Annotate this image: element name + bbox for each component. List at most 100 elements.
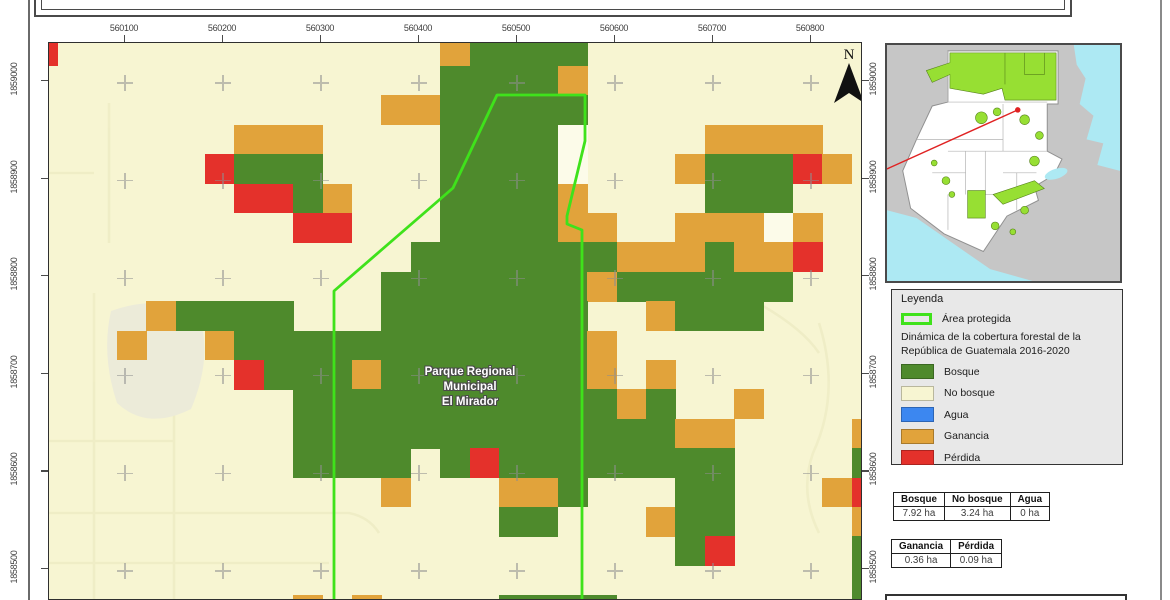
raster-cell-bosque	[381, 330, 412, 361]
raster-cell-ganancia	[763, 124, 794, 155]
raster-cell-bosque	[499, 43, 529, 67]
inset-caribbean-sea	[1073, 45, 1120, 171]
raster-cell-bosque	[469, 43, 500, 67]
raster-cell-ganancia	[646, 360, 676, 390]
raster-cell-sin_dato	[763, 213, 794, 243]
protected-area-boundary	[332, 93, 587, 599]
legend-label: Agua	[944, 408, 969, 421]
y-axis-tick-left	[41, 275, 48, 277]
main-map[interactable]: Parque Regional Municipal El Mirador N	[48, 42, 862, 600]
raster-cell-bosque	[352, 389, 382, 420]
raster-cell-bosque	[381, 271, 412, 302]
raster-cell-bosque	[528, 507, 559, 537]
table-value-cell: 3.24 ha	[943, 506, 1011, 521]
raster-cell-bosque	[440, 154, 470, 184]
raster-cell-ganancia	[646, 242, 676, 273]
title-box	[34, 0, 1072, 17]
raster-cell-ganancia	[616, 242, 647, 273]
raster-cell-bosque	[704, 154, 735, 184]
guatemala-inset-map[interactable]	[885, 43, 1122, 283]
raster-cell-ganancia	[616, 389, 647, 420]
protected-area-swatch	[901, 313, 932, 325]
raster-cell-bosque	[381, 448, 412, 478]
legend-item-bosque: Bosque	[901, 363, 980, 380]
raster-cell-bosque	[704, 242, 735, 273]
x-axis-label: 560300	[305, 23, 335, 33]
raster-cell-bosque	[499, 330, 529, 361]
raster-cell-bosque	[763, 271, 794, 302]
raster-cell-bosque	[205, 301, 235, 331]
raster-cell-ganancia	[675, 213, 706, 243]
y-axis-label-right: 1858600	[868, 452, 878, 486]
x-axis-tick	[810, 35, 812, 42]
y-axis-tick-right	[862, 568, 869, 570]
x-axis-tick	[124, 35, 126, 42]
raster-cell-bosque	[440, 242, 470, 273]
raster-cell-bosque	[646, 418, 676, 449]
raster-cell-bosque	[263, 154, 294, 184]
raster-cell-perdida	[469, 448, 500, 478]
y-axis-label-left: 1859000	[9, 62, 19, 96]
raster-cell-perdida	[293, 213, 323, 243]
raster-cell-bosque	[469, 183, 500, 214]
y-axis-tick-left	[41, 568, 48, 570]
legend-item-ganancia: Ganancia	[901, 428, 989, 445]
park-name-line1: Parque Regional	[424, 366, 516, 378]
raster-cell-bosque	[322, 360, 353, 390]
forest-stats-table: Bosque No bosque Agua 7.92 ha 3.24 ha 0 ha	[893, 492, 1051, 521]
legend-panel: Leyenda Área protegida Dinámica de la co…	[891, 289, 1123, 465]
raster-cell-bosque	[469, 330, 500, 361]
x-axis-tick	[418, 35, 420, 42]
raster-cell-bosque	[440, 124, 470, 155]
y-axis-label-right: 1858500	[868, 550, 878, 584]
raster-cell-bosque	[704, 507, 735, 537]
raster-cell-perdida	[322, 213, 353, 243]
raster-cell-bosque	[440, 183, 470, 214]
raster-cell-bosque	[469, 360, 500, 390]
raster-cell-ganancia	[528, 477, 559, 508]
raster-cell-ganancia	[763, 242, 794, 273]
raster-cell-bosque	[352, 418, 382, 449]
raster-cell-bosque	[410, 418, 441, 449]
raster-cell-bosque	[440, 389, 470, 420]
y-axis-label-left: 1858500	[9, 550, 19, 584]
raster-cell-bosque	[734, 154, 764, 184]
raster-cell-bosque	[381, 418, 412, 449]
raster-cell-bosque	[528, 389, 559, 420]
raster-cell-ganancia	[352, 360, 382, 390]
raster-cell-bosque	[499, 507, 529, 537]
raster-cell-bosque	[293, 330, 323, 361]
raster-cell-bosque	[851, 565, 861, 596]
legend-chip-perdida	[901, 450, 934, 465]
raster-cell-bosque	[763, 183, 794, 214]
raster-cell-bosque	[440, 213, 470, 243]
x-axis-label: 560500	[501, 23, 531, 33]
raster-cell-bosque	[234, 330, 265, 361]
x-axis-label: 560800	[795, 23, 825, 33]
legend-item-agua: Agua	[901, 406, 969, 423]
raster-cell-ganancia	[646, 507, 676, 537]
raster-cell-bosque	[528, 154, 559, 184]
raster-cell-bosque	[499, 271, 529, 302]
raster-cell-bosque	[469, 389, 500, 420]
raster-cell-ganancia	[851, 418, 861, 449]
raster-cell-ganancia	[587, 271, 617, 302]
raster-cell-bosque	[704, 183, 735, 214]
raster-cell-perdida	[263, 183, 294, 214]
inset-location-callout	[886, 107, 1021, 170]
legend-item-perdida: Pérdida	[901, 449, 980, 466]
legend-subtitle-line1: Dinámica de la cobertura forestal de la	[901, 331, 1081, 343]
y-axis-label-right: 1858800	[868, 257, 878, 291]
raster-cell-bosque	[587, 242, 617, 273]
raster-cell-ganancia	[734, 389, 764, 420]
raster-cell-ganancia	[499, 477, 529, 508]
bottom-info-box	[885, 594, 1127, 600]
raster-cell-bosque	[646, 389, 676, 420]
raster-cell-bosque	[528, 183, 559, 214]
raster-cell-ganancia	[704, 213, 735, 243]
y-axis-label-left: 1858600	[9, 452, 19, 486]
raster-cell-bosque	[322, 418, 353, 449]
raster-cell-bosque	[587, 389, 617, 420]
x-axis-label: 560200	[207, 23, 237, 33]
raster-cell-ganancia	[587, 213, 617, 243]
